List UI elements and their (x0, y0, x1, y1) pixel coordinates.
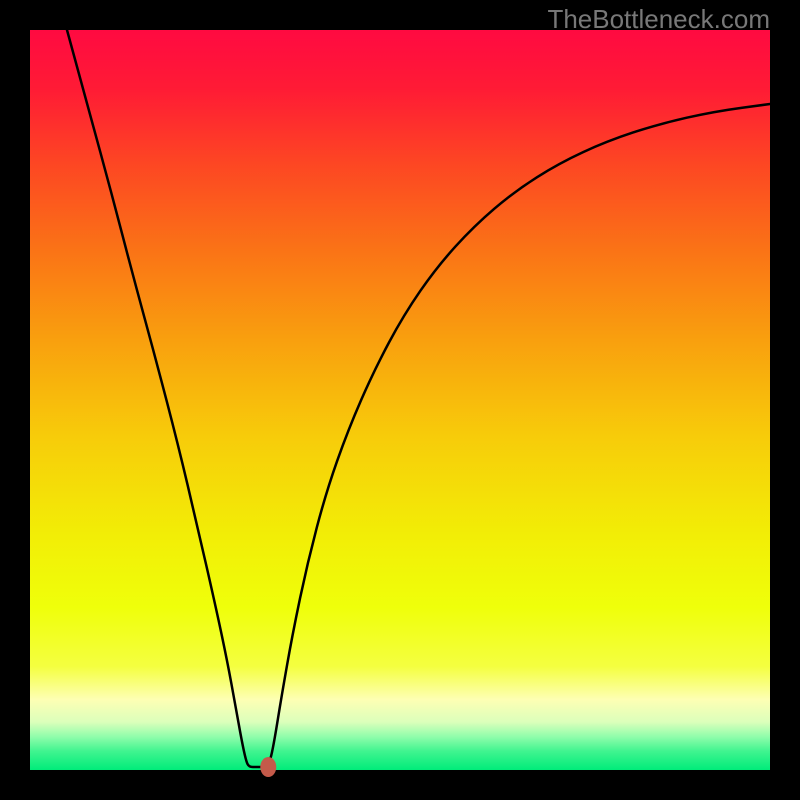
curve-overlay (0, 0, 800, 800)
chart-stage: TheBottleneck.com (0, 0, 800, 800)
optimal-point-marker (260, 757, 276, 777)
watermark-text: TheBottleneck.com (547, 4, 770, 35)
bottleneck-curve (67, 30, 770, 767)
